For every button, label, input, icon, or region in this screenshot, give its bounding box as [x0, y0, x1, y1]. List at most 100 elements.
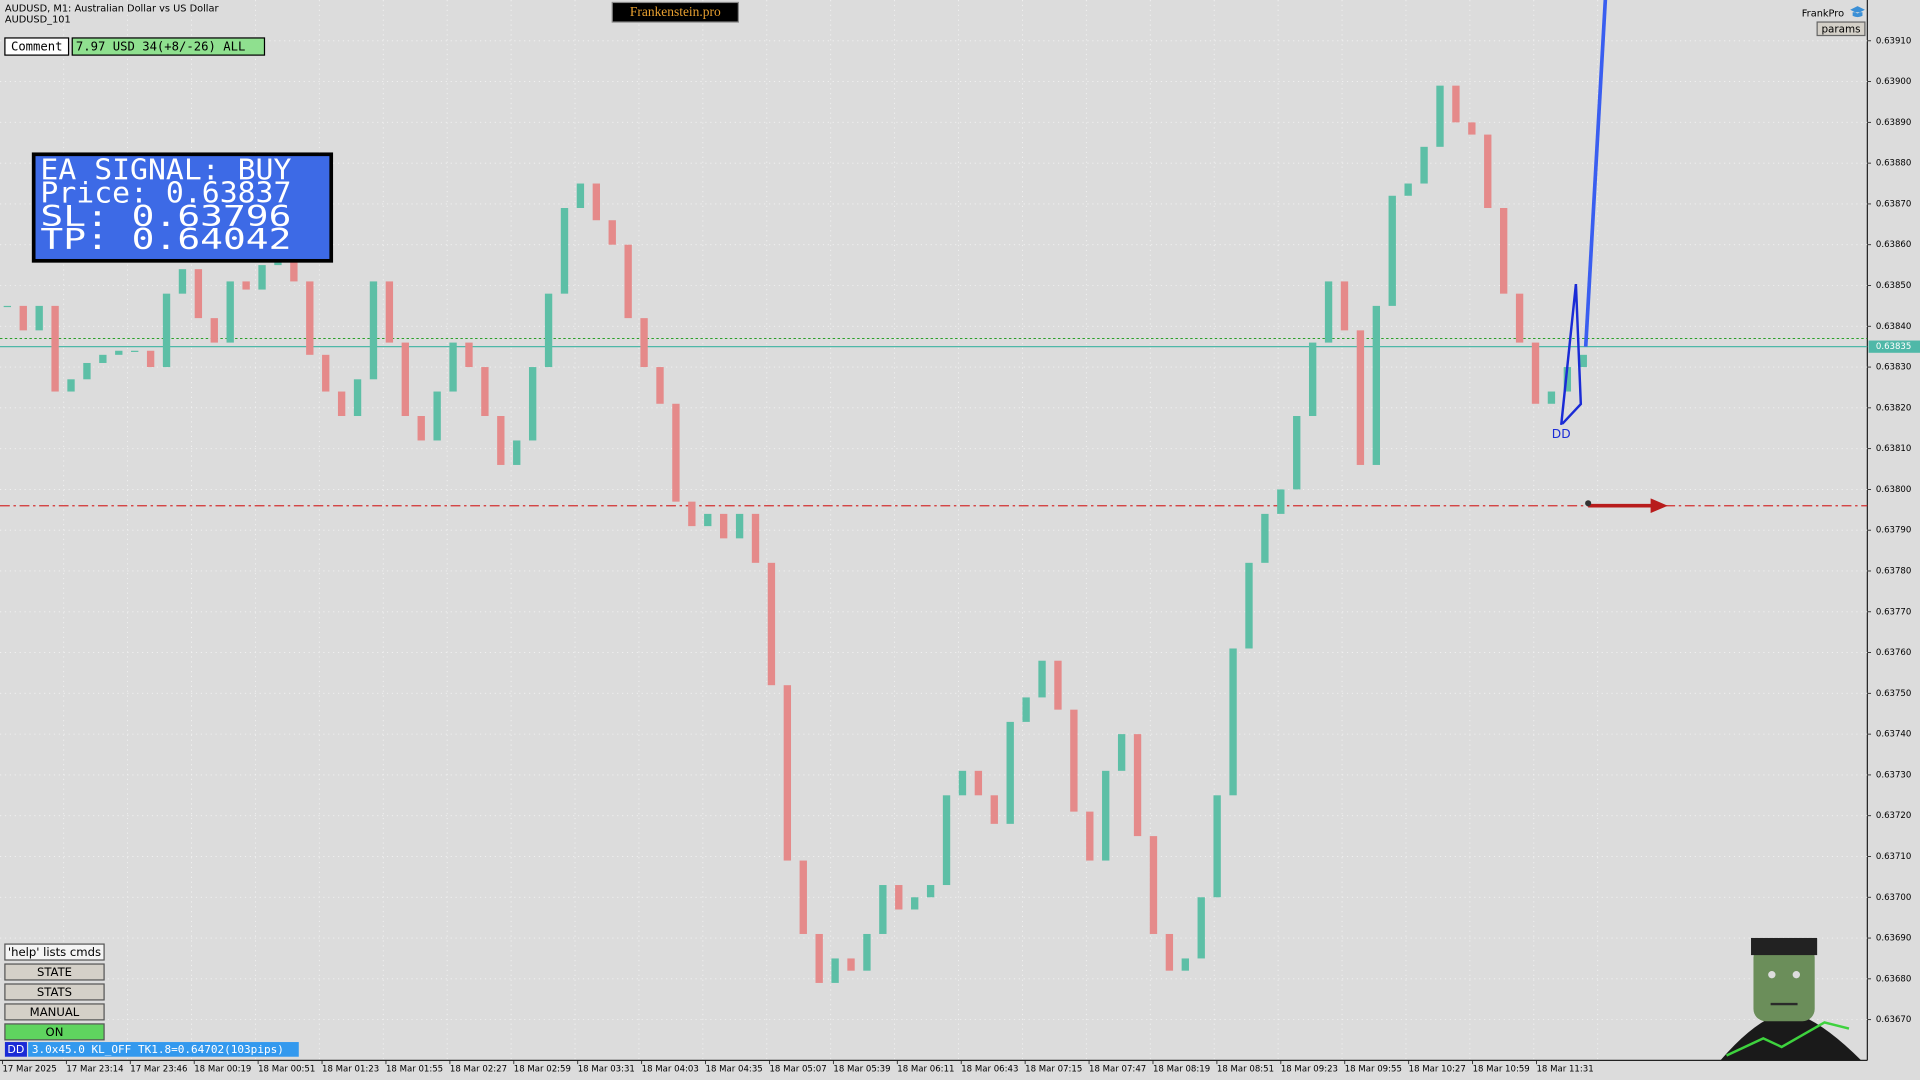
candle [974, 770, 983, 796]
sl-dot [1585, 500, 1592, 507]
candle [528, 367, 537, 441]
candle [353, 379, 362, 417]
y-tick-label: 0.63880 [1876, 159, 1911, 169]
candle [1102, 770, 1110, 861]
y-tick-label: 0.63720 [1876, 811, 1911, 821]
candle [337, 391, 346, 417]
params-button[interactable] [1816, 21, 1866, 37]
candle [1213, 795, 1221, 898]
candle [1452, 85, 1460, 123]
candle [1500, 208, 1508, 294]
candle [1468, 122, 1476, 135]
candle [226, 281, 234, 343]
button-label[interactable]: MANUAL [30, 1005, 80, 1019]
candle [592, 183, 600, 221]
y-tick-label: 0.63860 [1876, 240, 1911, 250]
y-tick-label: 0.63700 [1876, 893, 1911, 903]
candle [1531, 342, 1540, 404]
x-tick-label: 18 Mar 02:59 [514, 1064, 571, 1074]
x-tick-label: 18 Mar 04:35 [706, 1064, 763, 1074]
candle [847, 958, 855, 971]
button-label[interactable]: 'help' lists cmds [8, 945, 101, 959]
mascot [1720, 937, 1862, 1061]
candle [1324, 281, 1333, 343]
y-tick-label: 0.63670 [1876, 1015, 1911, 1025]
signal-box [31, 152, 334, 263]
candle [1388, 195, 1396, 306]
button[interactable] [4, 1023, 105, 1041]
button[interactable] [4, 1003, 105, 1021]
x-tick-label: 18 Mar 07:47 [1089, 1064, 1146, 1074]
candle [1229, 648, 1237, 796]
candle [131, 350, 139, 352]
candle [990, 795, 998, 824]
button[interactable] [4, 943, 105, 961]
y-tick-label: 0.63850 [1876, 281, 1911, 291]
status-box [28, 1042, 299, 1057]
candle [497, 416, 505, 465]
time-axis: 17 Mar 2025 17 Mar 23:14 17 Mar 23:46 18 Ma… [2, 1060, 1594, 1074]
candle [19, 305, 27, 331]
candle [369, 281, 378, 380]
x-tick-label: 18 Mar 05:39 [833, 1064, 890, 1074]
candle [3, 305, 12, 308]
button-label[interactable]: ON [46, 1025, 64, 1039]
dd-marker: DD [1552, 427, 1571, 441]
candle [1133, 734, 1142, 837]
y-tick-label: 0.63780 [1876, 566, 1911, 576]
y-tick-label: 0.63790 [1876, 526, 1911, 536]
x-tick-label: 18 Mar 03:31 [578, 1064, 635, 1074]
sl-arrow-head [1650, 498, 1668, 514]
brand-box [611, 1, 739, 23]
candle [465, 342, 473, 368]
candle [879, 885, 887, 934]
candle [926, 885, 935, 898]
x-tick-label: 18 Mar 10:27 [1409, 1064, 1466, 1074]
candle [1261, 513, 1269, 563]
x-tick-label: 18 Mar 09:23 [1281, 1064, 1338, 1074]
params-label[interactable]: params [1821, 23, 1860, 35]
button[interactable] [4, 963, 105, 981]
candle [1086, 811, 1094, 861]
comment-label-box [4, 37, 70, 56]
price-axis: 0.63670 0.63680 0.63690 0.63700 0.63710 0.637… [1867, 36, 1920, 1025]
x-tick-label: 18 Mar 11:31 [1536, 1064, 1593, 1074]
candle [1579, 354, 1587, 368]
candle [1484, 134, 1492, 209]
button-label[interactable]: STATE [37, 965, 72, 979]
candle [767, 562, 776, 686]
x-tick-label: 18 Mar 08:51 [1217, 1064, 1274, 1074]
candle [704, 513, 712, 527]
candle [656, 367, 664, 404]
candle [162, 293, 171, 368]
candle [1515, 293, 1524, 343]
y-tick-label: 0.63830 [1876, 363, 1911, 373]
y-tick-label: 0.63800 [1876, 485, 1911, 495]
button-label[interactable]: STATS [37, 985, 72, 999]
brand-small: FrankPro [1802, 8, 1844, 19]
candle [608, 220, 616, 245]
window-title: AUDUSD, M1: Australian Dollar vs US Doll… [5, 4, 220, 15]
status-text: 3.0x45.0 KL_OFF TK1.8=0.64702(103pips) [32, 1043, 284, 1056]
y-tick-label: 0.63810 [1876, 444, 1911, 454]
y-tick-label: 0.63900 [1876, 77, 1911, 87]
overlay: DD [1552, 0, 1668, 514]
candle [83, 362, 91, 380]
candle [544, 293, 553, 368]
comment-label: Comment [11, 40, 63, 54]
candle [1197, 897, 1205, 959]
candle [799, 860, 807, 934]
signal-line: Price: 0.63837 [40, 177, 291, 210]
candle [401, 342, 409, 417]
candle [815, 933, 823, 983]
y-tick-label: 0.63890 [1876, 118, 1911, 128]
candle [35, 305, 43, 331]
tp-projection [1583, 0, 1608, 347]
x-tick-label: 18 Mar 08:19 [1153, 1064, 1210, 1074]
button[interactable] [4, 983, 105, 1001]
candle [735, 513, 744, 539]
y-tick-label: 0.63750 [1876, 689, 1911, 699]
candle [513, 440, 521, 465]
